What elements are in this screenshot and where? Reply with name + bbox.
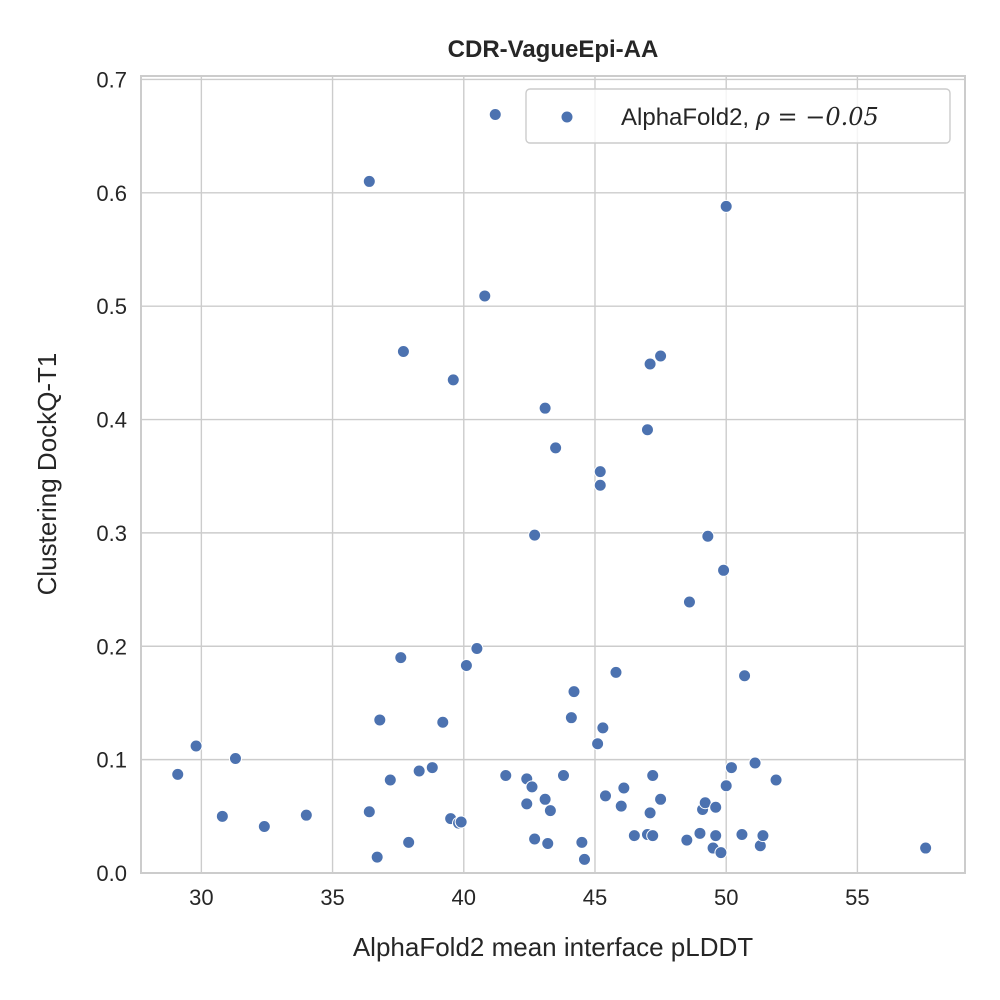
data-point — [520, 797, 534, 811]
data-point — [394, 651, 408, 665]
grid-lines — [141, 76, 965, 874]
data-point — [528, 832, 542, 846]
data-point — [549, 441, 563, 455]
data-point — [591, 737, 605, 751]
data-point — [617, 781, 631, 795]
data-point — [499, 769, 513, 783]
x-tick-label: 35 — [320, 885, 344, 910]
data-point — [189, 739, 203, 753]
tick-labels: 30 35 40 45 50 55 0.0 0.1 0.2 0.3 0.4 0.5 0.6 0.7 — [96, 67, 869, 910]
x-tick-label: 50 — [714, 885, 738, 910]
data-point — [735, 827, 749, 841]
data-point — [719, 779, 733, 793]
data-point — [488, 108, 502, 122]
x-tick-label: 30 — [189, 885, 213, 910]
data-point — [425, 761, 439, 775]
data-point — [228, 751, 242, 765]
data-point — [693, 826, 707, 840]
y-tick-label: 0.6 — [96, 181, 127, 206]
data-point — [614, 799, 628, 813]
data-point — [567, 685, 581, 699]
data-point — [593, 478, 607, 492]
legend-label-math: ρ = −0.05 — [755, 103, 879, 131]
data-point — [538, 401, 552, 415]
y-tick-label: 0.4 — [96, 408, 127, 433]
data-point — [396, 344, 410, 358]
data-point — [680, 833, 694, 847]
data-point — [402, 835, 416, 849]
data-point — [748, 756, 762, 770]
data-point — [470, 642, 484, 656]
legend-marker — [560, 110, 574, 124]
data-point — [528, 528, 542, 542]
x-tick-label: 40 — [452, 885, 476, 910]
data-point — [412, 764, 426, 778]
data-point — [714, 846, 728, 860]
data-point — [654, 349, 668, 363]
data-point — [446, 373, 460, 387]
y-tick-label: 0.0 — [96, 861, 127, 886]
legend: AlphaFold2, ρ = −0.05 — [525, 88, 951, 144]
data-point — [299, 808, 313, 822]
data-point — [454, 815, 468, 829]
data-point — [598, 789, 612, 803]
legend-label-text: AlphaFold2, — [621, 104, 756, 131]
data-point — [701, 529, 715, 543]
data-point — [257, 820, 271, 834]
data-point — [643, 806, 657, 820]
data-point — [646, 769, 660, 783]
plot-frame — [140, 75, 966, 874]
data-point — [577, 852, 591, 866]
data-point — [627, 829, 641, 843]
data-point — [643, 357, 657, 371]
data-point — [215, 809, 229, 823]
data-point — [609, 665, 623, 679]
legend-entry: AlphaFold2, ρ = −0.05 — [621, 103, 879, 131]
data-point — [719, 199, 733, 213]
data-point — [362, 805, 376, 819]
data-point — [171, 767, 185, 781]
data-point — [478, 289, 492, 303]
y-tick-label: 0.1 — [96, 748, 127, 773]
data-point — [564, 711, 578, 725]
data-point — [538, 792, 552, 806]
y-tick-label: 0.3 — [96, 521, 127, 546]
data-point — [654, 792, 668, 806]
data-point — [682, 595, 696, 609]
data-point — [373, 713, 387, 727]
y-tick-label: 0.2 — [96, 634, 127, 659]
data-point — [370, 850, 384, 864]
data-point — [543, 804, 557, 818]
data-points — [171, 108, 933, 866]
data-point — [919, 841, 933, 855]
data-point — [646, 829, 660, 843]
x-tick-label: 45 — [583, 885, 607, 910]
data-point — [640, 423, 654, 437]
data-point — [724, 761, 738, 775]
legend-box — [525, 88, 951, 144]
data-point — [556, 769, 570, 783]
x-tick-label: 55 — [845, 885, 869, 910]
y-axis-label: Clustering DockQ-T1 — [32, 353, 62, 596]
data-point — [362, 174, 376, 188]
data-point — [738, 669, 752, 683]
data-point — [436, 715, 450, 729]
data-point — [541, 837, 555, 851]
data-point — [383, 773, 397, 787]
chart-title: CDR-VagueEpi-AA — [448, 36, 659, 63]
y-tick-label: 0.5 — [96, 294, 127, 319]
data-point — [575, 835, 589, 849]
data-point — [596, 721, 610, 735]
data-point — [709, 829, 723, 843]
data-point — [459, 659, 473, 673]
y-tick-label: 0.7 — [96, 67, 127, 92]
data-point — [709, 800, 723, 814]
data-point — [717, 563, 731, 577]
x-axis-label: AlphaFold2 mean interface pLDDT — [353, 932, 753, 962]
data-point — [525, 780, 539, 794]
data-point — [593, 465, 607, 479]
data-point — [769, 773, 783, 787]
data-point — [756, 829, 770, 843]
